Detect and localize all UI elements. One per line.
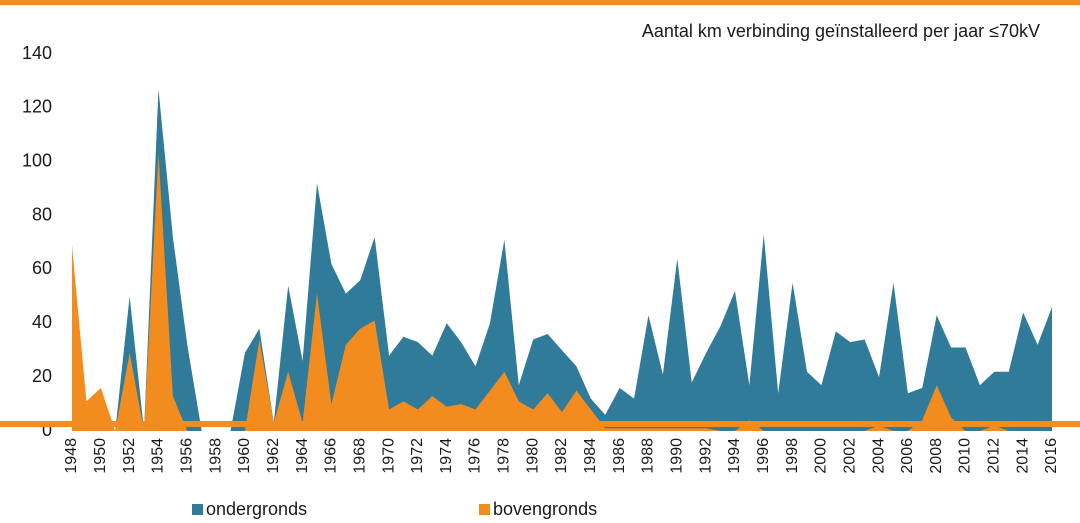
area: [72, 153, 1052, 431]
x-tick-label: 1964: [294, 438, 311, 474]
y-tick-label: 100: [22, 150, 52, 170]
top-border: [0, 0, 1080, 5]
legend-swatch: [192, 504, 203, 515]
x-tick-label: 1972: [409, 438, 426, 474]
x-tick-label: 1952: [121, 438, 138, 474]
y-tick-label: 40: [32, 312, 52, 332]
y-tick-label: 20: [32, 366, 52, 386]
x-tick-label: 1994: [726, 438, 743, 474]
y-tick-label: 80: [32, 204, 52, 224]
x-tick-label: 1986: [611, 438, 628, 474]
x-tick-label: 2006: [899, 438, 916, 474]
y-tick-label: 140: [22, 43, 52, 63]
x-tick-label: 1950: [92, 438, 109, 474]
x-tick-label: 1958: [207, 438, 224, 474]
chart-title: Aantal km verbinding geïnstalleerd per j…: [642, 21, 1040, 41]
x-tick-label: 2004: [870, 438, 887, 474]
x-tick-label: 1978: [496, 438, 513, 474]
x-tick-label: 1976: [467, 438, 484, 474]
x-tick-label: 1990: [669, 438, 686, 474]
legend-swatch: [479, 504, 490, 515]
x-tick-label: 1970: [380, 438, 397, 474]
x-tick-label: 1992: [697, 438, 714, 474]
x-tick-label: 1960: [236, 438, 253, 474]
x-tick-label: 1988: [640, 438, 657, 474]
x-tick-label: 2008: [928, 438, 945, 474]
x-tick-label: 1968: [351, 438, 368, 474]
x-tick-label: 2016: [1043, 438, 1060, 474]
x-tick-label: 1980: [524, 438, 541, 474]
legend-label: bovengronds: [493, 499, 597, 519]
area: [72, 89, 1052, 431]
legend-label: ondergronds: [206, 499, 307, 519]
x-tick-label: 1962: [265, 438, 282, 474]
x-tick-label: 1948: [63, 438, 80, 474]
y-tick-label: 0: [42, 420, 52, 440]
x-tick-label: 1966: [323, 438, 340, 474]
x-tick-label: 1998: [784, 438, 801, 474]
x-tick-label: 1974: [438, 438, 455, 474]
x-tick-label: 2014: [1014, 438, 1031, 474]
baseline-band: [0, 421, 1080, 427]
x-tick-label: 2000: [813, 438, 830, 474]
x-tick-label: 1954: [150, 438, 167, 474]
x-tick-label: 2002: [841, 438, 858, 474]
y-tick-label: 60: [32, 258, 52, 278]
x-tick-label: 1996: [755, 438, 772, 474]
x-tick-label: 2012: [986, 438, 1003, 474]
x-tick-label: 1984: [582, 438, 599, 474]
x-tick-label: 1956: [179, 438, 196, 474]
x-tick-label: 1982: [553, 438, 570, 474]
y-tick-label: 120: [22, 97, 52, 117]
x-tick-label: 2010: [957, 438, 974, 474]
